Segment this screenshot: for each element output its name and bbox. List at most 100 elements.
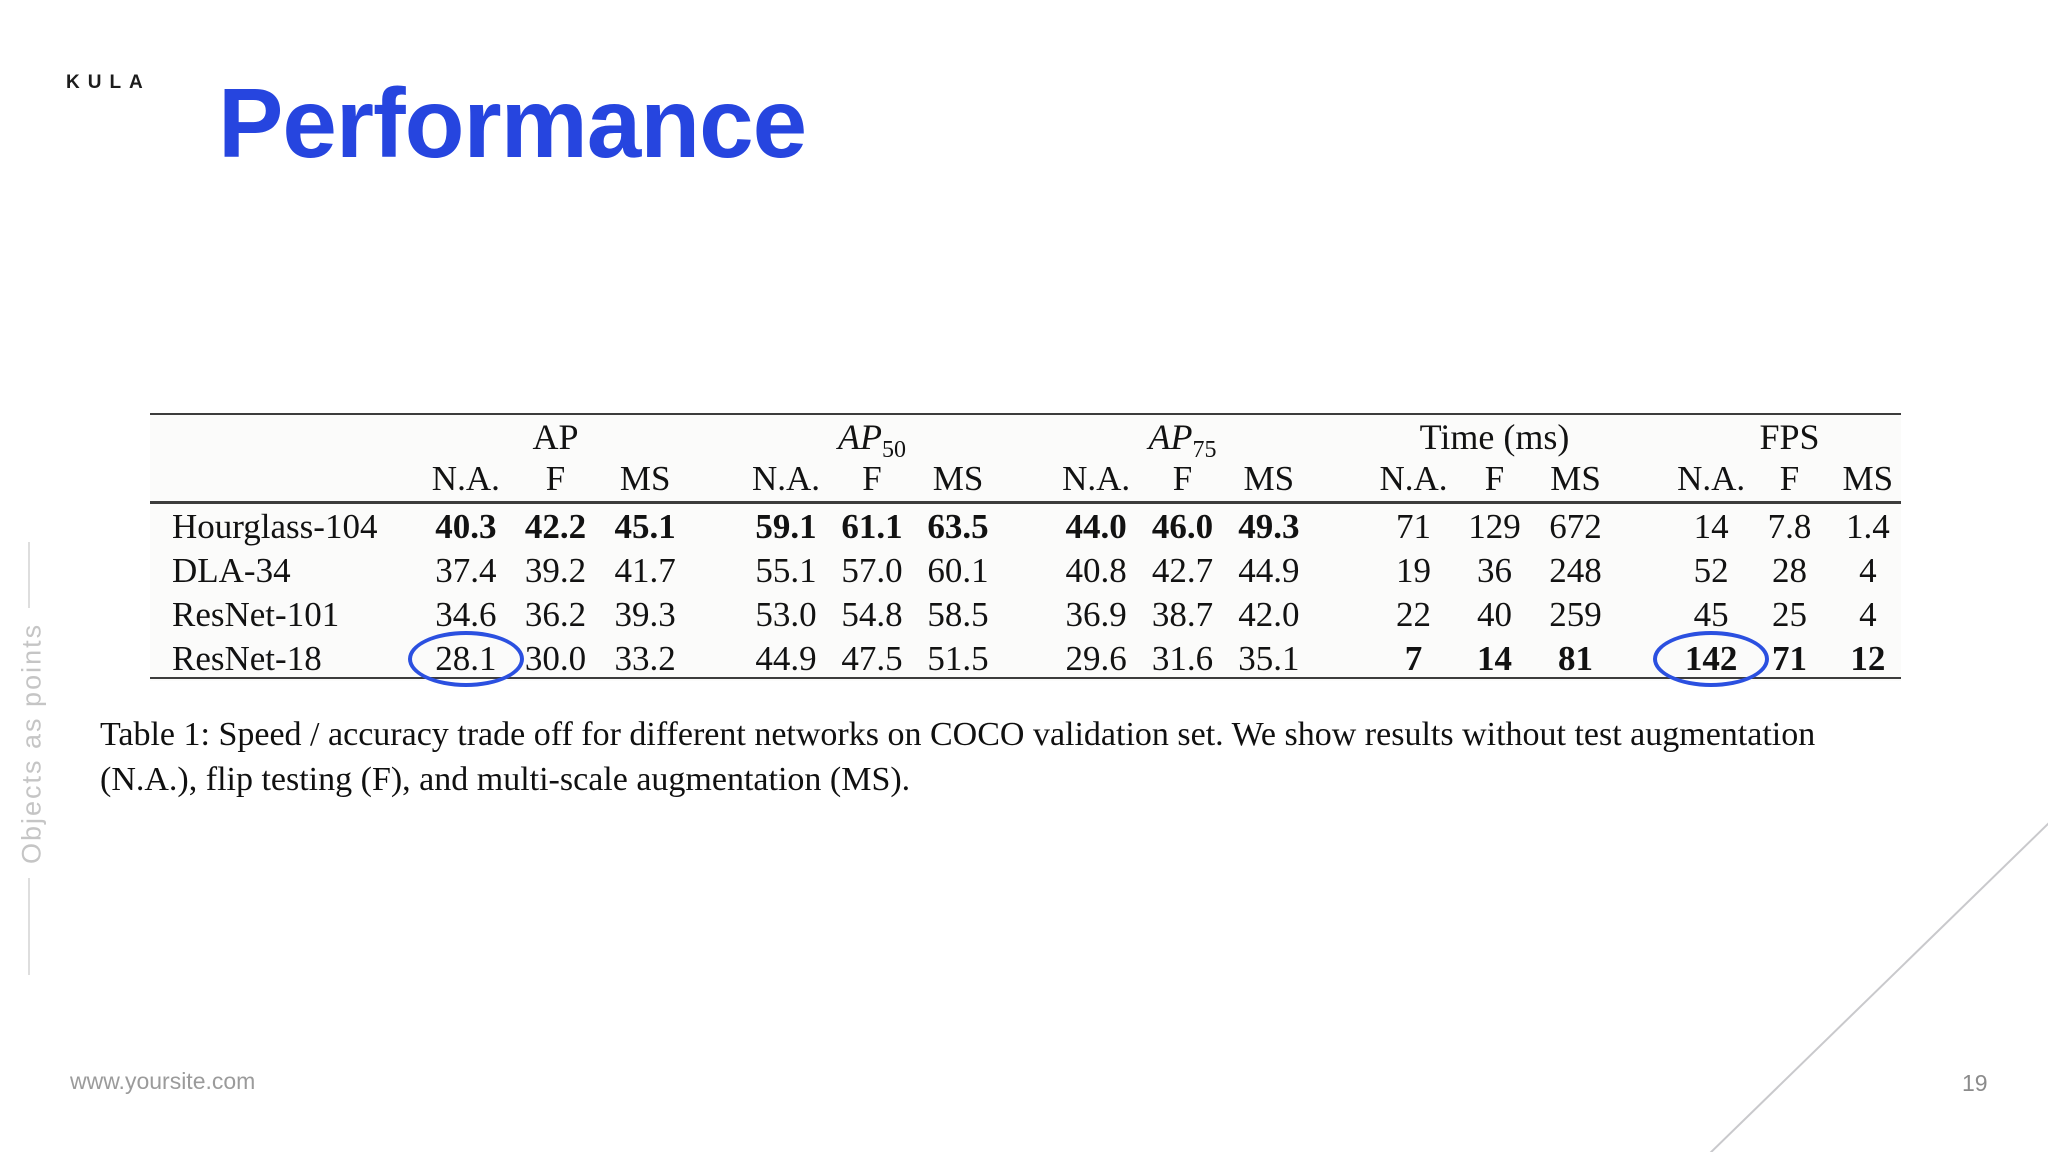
table-cell: 47.5 <box>841 639 903 678</box>
table-cell: 7.8 <box>1767 507 1812 546</box>
page-number: 19 <box>1962 1070 1988 1096</box>
table-cell: 25 <box>1771 595 1807 634</box>
table-cell: 55.1 <box>755 551 817 590</box>
column-group-header: Time (ms) <box>1419 417 1570 457</box>
table-row-values: 55.1 57.0 60.1 <box>743 549 1001 593</box>
table-cell: 40.3 <box>435 507 497 546</box>
table-row-values: 14 7.8 1.4 <box>1672 505 1907 549</box>
table-cell: 57.0 <box>841 551 903 590</box>
sidebar-vertical-label: Objects as points <box>16 622 47 864</box>
table-cell: 22 <box>1396 595 1431 634</box>
column-group-ap50: AP50 N.A. F MS 59.1 61.1 63.5 55.1 57.0 60.1 53.0 5… <box>743 413 1001 681</box>
table-row-values: 44.0 46.0 49.3 <box>1053 505 1312 549</box>
table-cell: 36.2 <box>524 595 587 634</box>
table-cell: 52 <box>1693 551 1729 590</box>
table-cell: 40 <box>1477 595 1512 634</box>
column-group-header: AP75 <box>1148 417 1217 464</box>
table-row-values: 52 28 4 <box>1672 549 1907 593</box>
table-cell: 71 <box>1771 639 1807 678</box>
table-row-values: 22 40 259 <box>1373 593 1616 637</box>
website-link[interactable]: www.yoursite.com <box>70 1068 256 1094</box>
table-cell: 45.1 <box>614 507 676 546</box>
table-row-values: 19 36 248 <box>1373 549 1616 593</box>
table-cell: 19 <box>1396 551 1431 590</box>
table-cell: 63.5 <box>927 507 989 546</box>
subcolumn-header: MS <box>932 459 984 498</box>
table-cell: 58.5 <box>927 595 989 634</box>
table-cell: 61.1 <box>841 507 903 546</box>
table-cell: 44.0 <box>1065 507 1127 546</box>
table-cell: 39.3 <box>614 595 676 634</box>
table-cell: 12 <box>1850 639 1886 678</box>
page-title: Performance <box>218 68 807 178</box>
sidebar-divider-top <box>28 542 30 608</box>
table-cell: 1.4 <box>1845 507 1890 546</box>
table-cell: 51.5 <box>927 639 989 678</box>
table-row-values: 29.6 31.6 35.1 <box>1053 637 1312 681</box>
table-cell: 14 <box>1477 639 1512 678</box>
table-cell: 35.1 <box>1238 639 1300 678</box>
table-cell: 42.0 <box>1238 595 1300 634</box>
highlight-ellipse <box>1653 631 1770 687</box>
table-caption-line1: Table 1: Speed / accuracy trade off for … <box>100 716 1816 753</box>
table-row-values: 37.4 39.2 41.7 <box>421 549 690 593</box>
table-rule-header <box>150 501 1901 504</box>
table-cell: 36.9 <box>1065 595 1127 634</box>
table-cell: 248 <box>1549 551 1602 590</box>
results-table: Hourglass-104 DLA-34 ResNet-101 ResNet-18 A… <box>150 413 1901 687</box>
subcolumn-header: N.A. <box>431 459 500 498</box>
column-group-header: AP50 <box>838 417 906 464</box>
table-cell: 28 <box>1771 551 1807 590</box>
subcolumn-header: F <box>1172 459 1193 498</box>
table-caption: Table 1: Speed / accuracy trade off for … <box>100 712 2000 802</box>
table-cell: 44.9 <box>1238 551 1300 590</box>
table-cell: 44.9 <box>755 639 817 678</box>
table-cell: 71 <box>1396 507 1431 546</box>
row-label: Hourglass-104 <box>172 507 378 546</box>
table-cell: 38.7 <box>1151 595 1214 634</box>
table-cell: 31.6 <box>1151 639 1214 678</box>
table-cell: 53.0 <box>755 595 817 634</box>
row-label: ResNet-18 <box>172 639 322 678</box>
table-cell: 41.7 <box>614 551 676 590</box>
table-cell: 129 <box>1468 507 1521 546</box>
table-cell: 672 <box>1549 507 1602 546</box>
table-row-values: 34.6 36.2 39.3 <box>421 593 690 637</box>
column-group-header: FPS <box>1759 417 1820 457</box>
subcolumn-header: MS <box>1550 459 1601 498</box>
table-caption-line2: (N.A.), flip testing (F), and multi-scal… <box>100 761 911 798</box>
table-cell: 7 <box>1404 639 1423 678</box>
subcolumn-header: F <box>862 459 882 498</box>
subcolumn-header: N.A. <box>1677 459 1746 498</box>
table-cell: 60.1 <box>927 551 989 590</box>
table-cell: 42.2 <box>524 507 587 546</box>
table-row-values: 40.3 42.2 45.1 <box>421 505 690 549</box>
table-cell: 29.6 <box>1065 639 1127 678</box>
table-row-values: 40.8 42.7 44.9 <box>1053 549 1312 593</box>
table-cell: 33.2 <box>614 639 676 678</box>
table-row-values: 53.0 54.8 58.5 <box>743 593 1001 637</box>
table-cell: 4 <box>1859 595 1877 634</box>
table-rule-bottom <box>150 677 1901 679</box>
table-cell: 59.1 <box>755 507 817 546</box>
table-cell: 45 <box>1693 595 1729 634</box>
table-row-values: 36.9 38.7 42.0 <box>1053 593 1312 637</box>
table-row-values: 71 129 672 <box>1373 505 1616 549</box>
table-cell: 14 <box>1693 507 1729 546</box>
table-row-values: 45 25 4 <box>1672 593 1907 637</box>
table-cell: 4 <box>1859 551 1877 590</box>
subcolumn-header: N.A. <box>1379 459 1448 498</box>
table-cell: 34.6 <box>435 595 497 634</box>
table-cell: 37.4 <box>435 551 497 590</box>
table-row-values: 59.1 61.1 63.5 <box>743 505 1001 549</box>
table-row-labels: Hourglass-104 DLA-34 ResNet-101 ResNet-18 <box>172 505 442 681</box>
sidebar-divider-bottom <box>28 878 30 975</box>
subcolumn-header: F <box>1484 459 1505 498</box>
table-rule-top <box>150 413 1901 415</box>
table-cell: 40.8 <box>1065 551 1127 590</box>
subcolumn-header: MS <box>619 459 671 498</box>
column-group-timems: Time (ms) N.A. F MS 71 129 672 19 36 248 22 40 259 7 1… <box>1373 413 1616 681</box>
table-cell: 49.3 <box>1238 507 1300 546</box>
table-cell: 46.0 <box>1151 507 1214 546</box>
